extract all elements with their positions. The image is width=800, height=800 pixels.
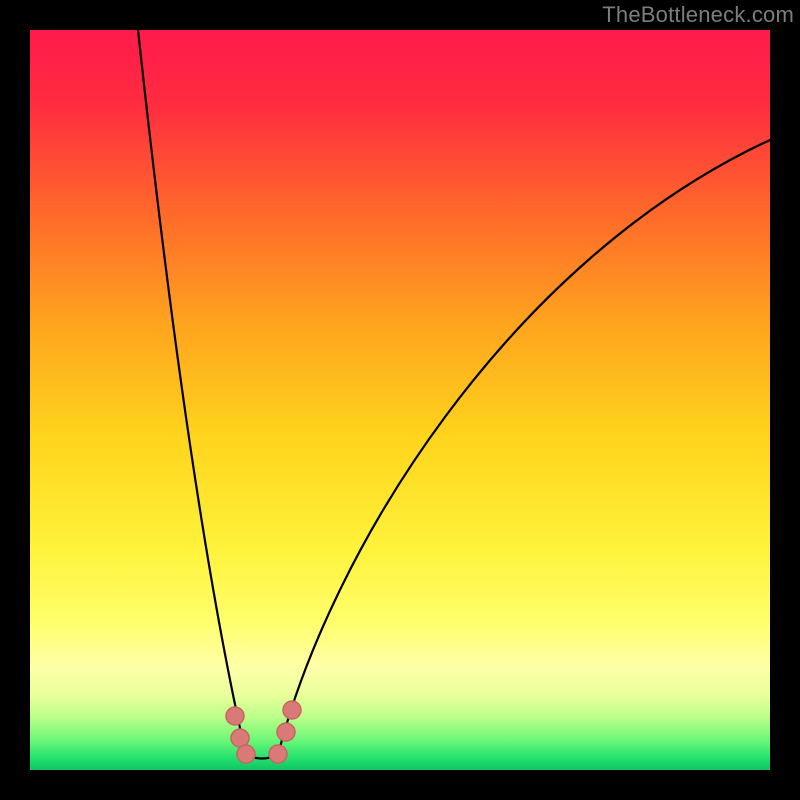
chart-root: TheBottleneck.com: [0, 0, 800, 800]
gradient-background: [30, 30, 770, 770]
marker-point: [283, 701, 301, 719]
marker-point: [269, 745, 287, 763]
plot-area: [30, 30, 770, 770]
plot-svg: [30, 30, 770, 770]
watermark-text: TheBottleneck.com: [602, 2, 794, 28]
marker-point: [237, 745, 255, 763]
marker-point: [226, 707, 244, 725]
marker-point: [277, 723, 295, 741]
